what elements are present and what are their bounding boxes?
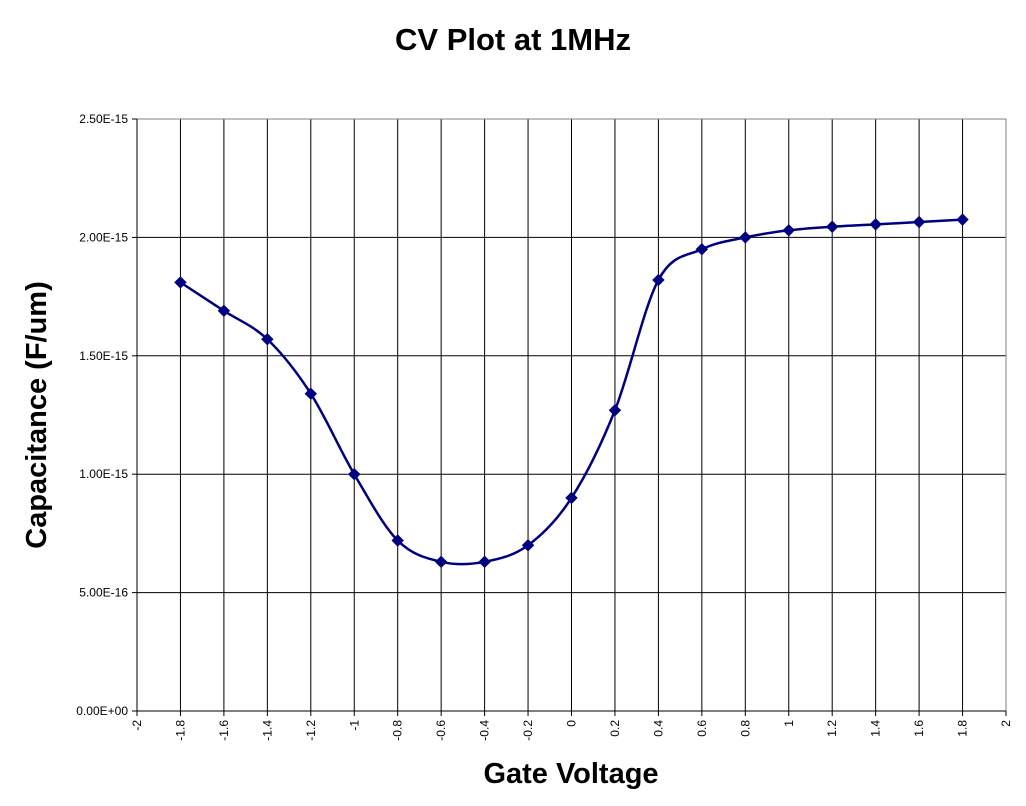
x-tick-labels: -2 -1.8 -1.6 -1.4 -1.2 -1 -0.8 -0.6 -0.4 -0.2 0 0.2… [130, 720, 1013, 741]
y-tick-label: 1.50E-15 [79, 349, 128, 363]
data-point [956, 213, 969, 226]
x-tick-label: -0.2 [521, 720, 535, 741]
y-tick-label: 1.00E-15 [79, 467, 128, 481]
series [174, 213, 969, 569]
x-tick-label: 2 [999, 720, 1013, 727]
x-tick-label: 1.8 [956, 720, 970, 737]
x-tick-label: -1.4 [260, 720, 274, 741]
data-point [521, 539, 535, 552]
x-tick-label: 0.6 [695, 720, 709, 737]
data-point [348, 467, 361, 481]
data-point [565, 491, 578, 505]
x-tick-label: -1.6 [217, 720, 231, 741]
axes [132, 118, 1007, 716]
x-tick-label: 1.4 [869, 720, 883, 737]
data-point [652, 273, 665, 287]
x-tick-label: -0.8 [391, 720, 405, 741]
data-point [304, 387, 318, 400]
data-point [608, 404, 622, 417]
x-tick-label: 0.2 [608, 720, 622, 737]
x-tick-label: -0.4 [478, 720, 492, 741]
data-point [217, 304, 231, 318]
data-point [825, 220, 839, 233]
x-tick-label: -1 [347, 720, 361, 731]
x-axis-label: Gate Voltage [483, 758, 659, 790]
x-tick-label: 1.2 [825, 720, 839, 737]
x-tick-label: 1 [782, 720, 796, 727]
y-tick-label: 2.50E-15 [79, 112, 128, 126]
chart-title: CV Plot at 1MHz [395, 22, 631, 57]
x-tick-label: -0.6 [434, 720, 448, 741]
data-point [391, 534, 404, 547]
data-point [478, 555, 491, 569]
data-point [739, 231, 752, 244]
x-tick-label: -1.2 [304, 720, 318, 741]
data-point [261, 333, 274, 346]
data-point [869, 218, 882, 231]
x-tick-label: -1.8 [173, 720, 187, 741]
data-point [695, 243, 709, 256]
y-tick-label: 2.00E-15 [79, 230, 128, 244]
y-tick-label: 0.00E+00 [76, 704, 128, 718]
x-tick-label: -2 [130, 720, 144, 731]
data-point [912, 215, 926, 229]
y-tick-labels: 0.00E+00 5.00E-16 1.00E-15 1.50E-15 2.00E-15… [76, 112, 128, 718]
x-tick-label: 1.6 [912, 720, 926, 737]
data-point [782, 224, 795, 237]
data-point [434, 555, 448, 569]
x-tick-label: 0.4 [651, 720, 665, 737]
x-tick-label: 0 [565, 720, 579, 727]
x-tick-label: 0.8 [738, 720, 752, 737]
y-tick-label: 5.00E-16 [79, 586, 128, 600]
data-point [174, 276, 187, 289]
gridlines [137, 118, 1006, 711]
